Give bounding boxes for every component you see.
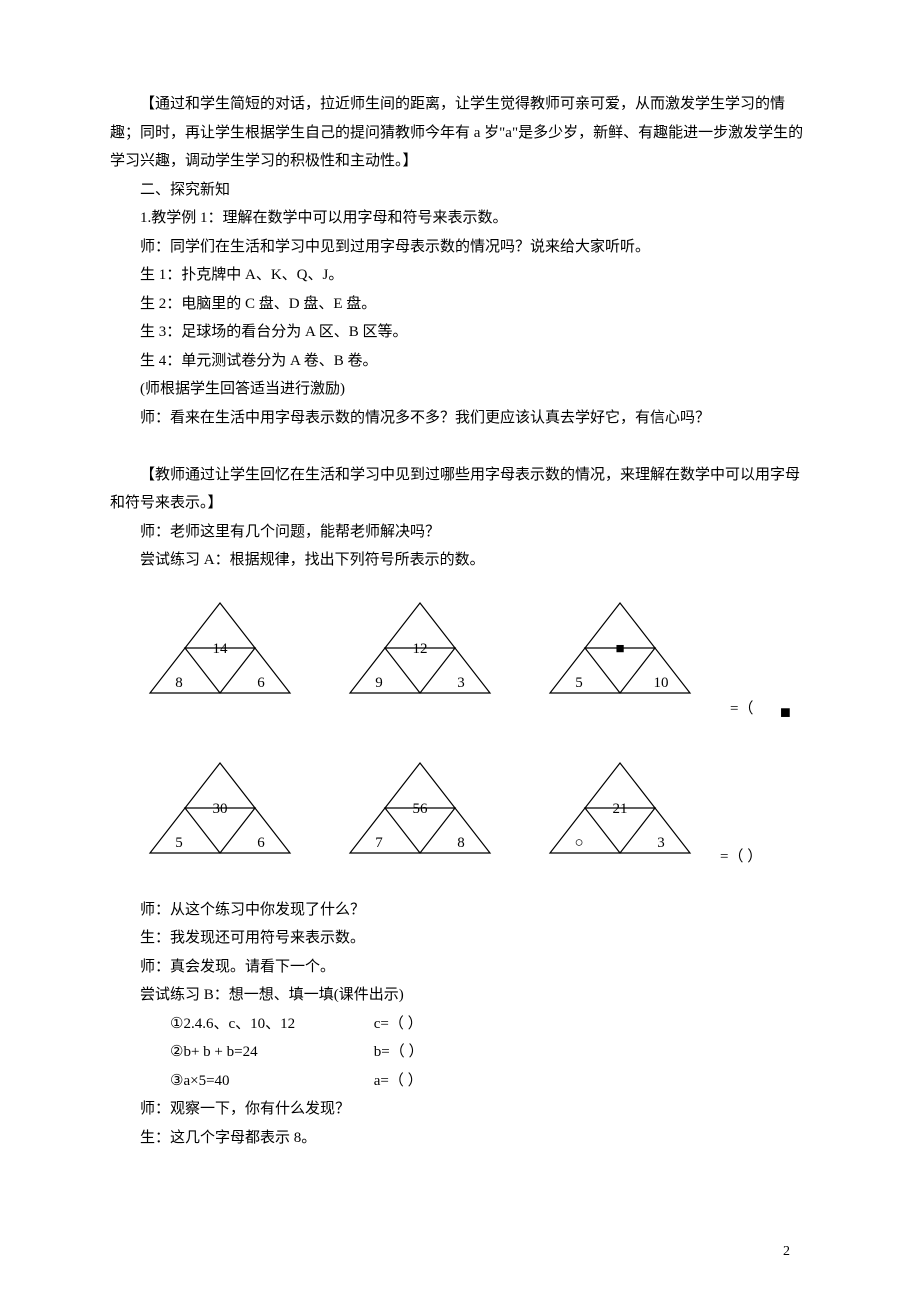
svg-text:30: 30 <box>213 801 228 817</box>
page: 【通过和学生简短的对话，拉近师生间的距离，让学生觉得教师可亲可爱，从而激发学生学… <box>0 0 920 1302</box>
try-b-line-3-left: ③a×5=40 <box>140 1067 370 1096</box>
try-b-line-1-left: ①2.4.6、c、10、12 <box>140 1010 370 1039</box>
svg-text:14: 14 <box>213 641 229 657</box>
svg-text:8: 8 <box>175 675 183 691</box>
triangle-row-1: 14 8 6 12 9 3 ■ 5 10 =（ ■ <box>110 583 810 734</box>
try-b-line-3-right: a=（ ） <box>374 1073 423 1089</box>
svg-text:21: 21 <box>613 801 628 817</box>
svg-text:5: 5 <box>575 675 583 691</box>
student-line-2: 生 2：电脑里的 C 盘、D 盘、E 盘。 <box>110 290 810 319</box>
teacher-line-2: 师：看来在生活中用字母表示数的情况多不多？我们更应该认真去学好它，有信心吗？ <box>110 404 810 433</box>
student-line-3: 生 3：足球场的看台分为 A 区、B 区等。 <box>110 318 810 347</box>
svg-text:3: 3 <box>457 675 465 691</box>
svg-text:56: 56 <box>413 801 429 817</box>
student-line-4: 生 4：单元测试卷分为 A 卷、B 卷。 <box>110 347 810 376</box>
teacher-note: (师根据学生回答适当进行激励) <box>110 375 810 404</box>
blank-line <box>110 432 810 461</box>
svg-text:3: 3 <box>657 835 665 851</box>
try-b-line-2: ②b+ b + b=24 b=（ ） <box>110 1038 810 1067</box>
svg-text:6: 6 <box>257 675 265 691</box>
student-answer-8: 生：这几个字母都表示 8。 <box>110 1124 810 1153</box>
triangle-row-2: 3056567821○3 =（ ） <box>110 743 810 894</box>
teacher-line: 师：同学们在生活和学习中见到过用字母表示数的情况吗？说来给大家听听。 <box>110 233 810 262</box>
fill-blank-2: =（ ） <box>720 843 762 872</box>
svg-text:9: 9 <box>375 675 383 691</box>
svg-text:8: 8 <box>457 835 465 851</box>
try-b-title: 尝试练习 B：想一想、填一填(课件出示) <box>110 981 810 1010</box>
svg-text:5: 5 <box>175 835 183 851</box>
bracket-note: 【教师通过让学生回忆在生活和学习中见到过哪些用字母表示数的情况，来理解在数学中可… <box>110 461 810 518</box>
svg-text:○: ○ <box>574 835 583 851</box>
teacher-line-3: 师：老师这里有几个问题，能帮老师解决吗？ <box>110 518 810 547</box>
section-title: 二、探究新知 <box>110 176 810 205</box>
teacher-praise: 师：真会发现。请看下一个。 <box>110 953 810 982</box>
svg-text:12: 12 <box>413 641 428 657</box>
fill-blank-1-eq: =（ <box>730 695 753 724</box>
try-b-line-2-right: b=（ ） <box>374 1044 424 1060</box>
teach-item-1: 1.教学例 1：理解在数学中可以用字母和符号来表示数。 <box>110 204 810 233</box>
page-number: 2 <box>783 1239 790 1266</box>
svg-text:7: 7 <box>375 835 383 851</box>
svg-text:10: 10 <box>654 675 669 691</box>
svg-text:6: 6 <box>257 835 265 851</box>
triangle-svg-2: 3056567821○3 <box>110 743 810 883</box>
try-b-line-3: ③a×5=40 a=（ ） <box>110 1067 810 1096</box>
try-b-line-2-left: ②b+ b + b=24 <box>140 1038 370 1067</box>
teacher-q-after-tri: 师：从这个练习中你发现了什么？ <box>110 896 810 925</box>
try-a-title: 尝试练习 A：根据规律，找出下列符号所表示的数。 <box>110 546 810 575</box>
fill-blank-1-square: ■ <box>780 695 791 729</box>
teacher-observe: 师：观察一下，你有什么发现？ <box>110 1095 810 1124</box>
student-a-after-tri: 生：我发现还可用符号来表示数。 <box>110 924 810 953</box>
intro-paragraph: 【通过和学生简短的对话，拉近师生间的距离，让学生觉得教师可亲可爱，从而激发学生学… <box>110 90 810 176</box>
triangle-svg-1: 14 8 6 12 9 3 ■ 5 10 <box>110 583 810 723</box>
svg-text:■: ■ <box>615 641 624 657</box>
try-b-line-1-right: c=（ ） <box>374 1016 423 1032</box>
try-b-line-1: ①2.4.6、c、10、12 c=（ ） <box>110 1010 810 1039</box>
student-line-1: 生 1：扑克牌中 A、K、Q、J。 <box>110 261 810 290</box>
